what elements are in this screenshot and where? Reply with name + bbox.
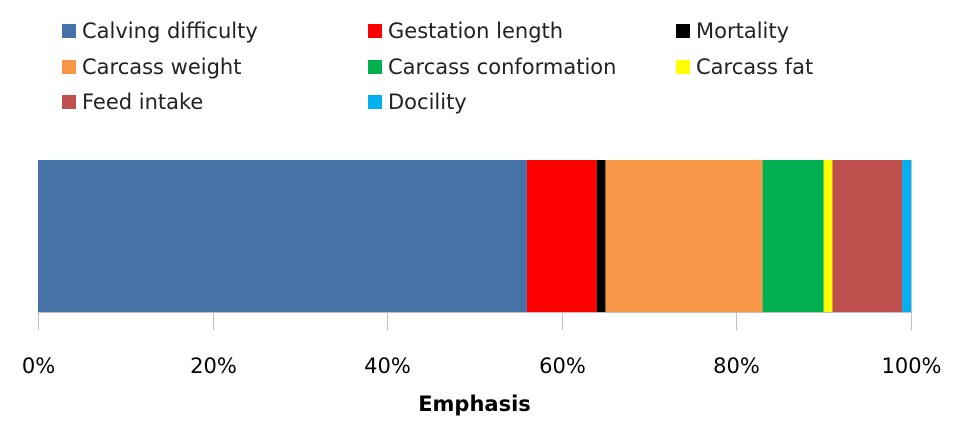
legend-label: Gestation length xyxy=(388,19,563,43)
legend-label: Carcass conformation xyxy=(388,55,616,79)
x-tick-label: 80% xyxy=(713,354,760,378)
legend-label: Carcass weight xyxy=(82,55,241,79)
legend-swatch xyxy=(62,24,76,38)
legend-label: Docility xyxy=(388,90,467,114)
legend-item: Calving difficulty xyxy=(62,19,258,43)
legend-item: Carcass weight xyxy=(62,55,241,79)
legend-swatch xyxy=(676,60,690,74)
x-tick-label: 40% xyxy=(364,354,411,378)
legend-swatch xyxy=(368,95,382,109)
legend-label: Feed intake xyxy=(82,90,203,114)
legend-item: Gestation length xyxy=(368,19,563,43)
legend-swatch xyxy=(368,24,382,38)
bar-segment-gestation-length xyxy=(526,160,597,312)
legend-label: Carcass fat xyxy=(696,55,813,79)
bar-segment-carcass-weight xyxy=(605,160,763,312)
x-tick-label: 0% xyxy=(22,354,55,378)
legend-item: Feed intake xyxy=(62,90,203,114)
bar-segment-mortality xyxy=(596,160,606,312)
x-axis-title: Emphasis xyxy=(418,392,531,416)
bar-segments xyxy=(38,160,911,312)
legend-item: Carcass conformation xyxy=(368,55,616,79)
legend-swatch xyxy=(676,24,690,38)
legend-label: Calving difficulty xyxy=(82,19,258,43)
x-tick-label: 20% xyxy=(190,354,237,378)
bar-segment-docility xyxy=(902,160,911,312)
x-tick-label: 100% xyxy=(881,354,941,378)
legend-swatch xyxy=(62,95,76,109)
bar-segment-carcass-fat xyxy=(823,160,833,312)
legend-swatch xyxy=(368,60,382,74)
legend-label: Mortality xyxy=(696,19,789,43)
legend-item: Docility xyxy=(368,90,467,114)
legend-item: Mortality xyxy=(676,19,789,43)
legend: Calving difficulty Gestation length Mortal… xyxy=(62,19,813,114)
legend-item: Carcass fat xyxy=(676,55,813,79)
x-tick-labels: 0% 20% 40% 60% 80% 100% xyxy=(22,354,942,378)
bar-segment-carcass-conformation xyxy=(762,160,824,312)
bar-segment-calving-difficulty xyxy=(38,160,527,312)
legend-swatch xyxy=(62,60,76,74)
bar-segment-feed-intake xyxy=(832,160,903,312)
x-tick-label: 60% xyxy=(539,354,586,378)
